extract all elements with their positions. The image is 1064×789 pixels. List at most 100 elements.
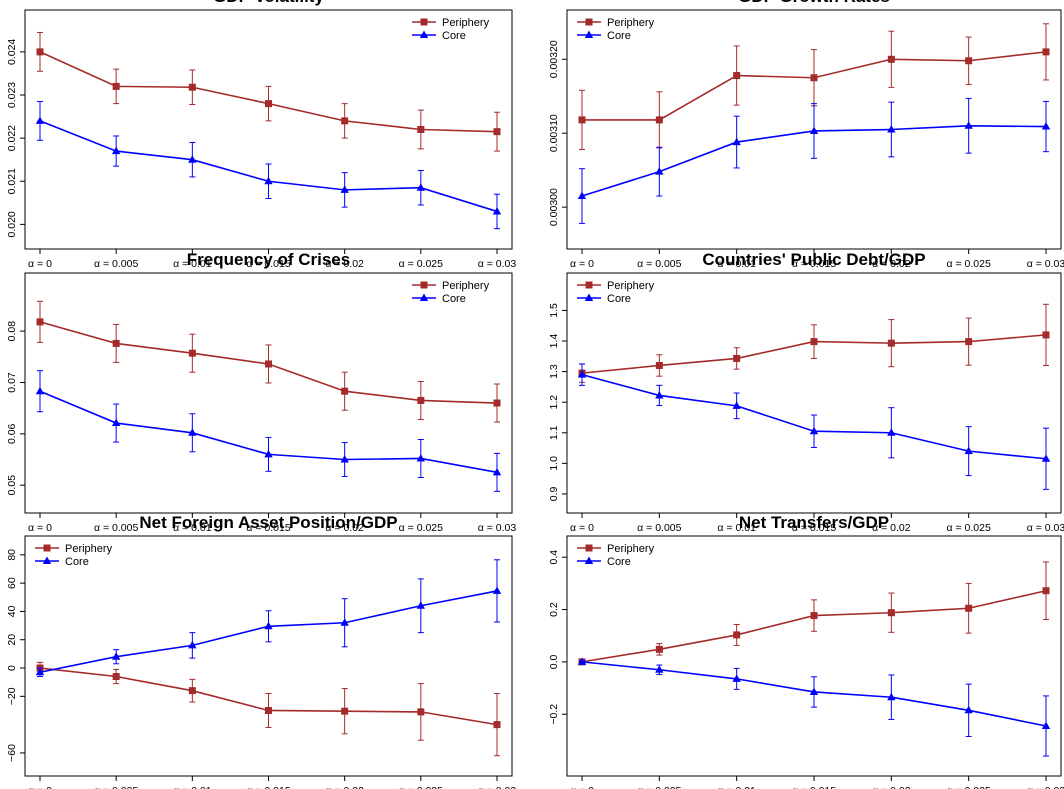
y-tick-label: 1.3 bbox=[548, 364, 560, 379]
data-point-periphery bbox=[1042, 587, 1050, 595]
data-point-core bbox=[111, 146, 121, 155]
chart-title: GDP Volatility bbox=[213, 0, 324, 6]
plot-frame bbox=[24, 272, 513, 514]
data-point-core bbox=[655, 167, 664, 175]
legend-marker bbox=[585, 18, 593, 26]
x-tick-label: α = 0.025 bbox=[399, 522, 443, 534]
y-tick-label: 0.00310 bbox=[548, 114, 560, 152]
y-tick-label: 1.5 bbox=[548, 303, 560, 318]
data-point-core bbox=[964, 121, 973, 129]
data-point-core bbox=[577, 370, 587, 378]
data-point-periphery bbox=[493, 128, 501, 136]
x-tick-label: α = 0.015 bbox=[246, 522, 290, 534]
chart-panel-2: GDP Growth Rates α = 0 α = 0.005 α = 0.01 α … bbox=[548, 0, 1064, 270]
y-tick-label: 0.9 bbox=[548, 486, 560, 501]
data-point-periphery bbox=[810, 74, 818, 82]
data-point-periphery bbox=[417, 396, 425, 404]
data-point-periphery bbox=[493, 721, 501, 729]
x-tick-label: α = 0.03 bbox=[1027, 785, 1064, 789]
legend-label: Periphery bbox=[607, 17, 655, 29]
legend-label: Core bbox=[607, 30, 631, 42]
data-point-core bbox=[1041, 454, 1051, 462]
legend-marker bbox=[42, 556, 52, 564]
x-tick-label: α = 0.025 bbox=[947, 258, 991, 270]
chart-title: Countries' Public Debt/GDP bbox=[702, 250, 925, 269]
data-point-core bbox=[887, 125, 896, 133]
x-tick-label: α = 0 bbox=[570, 785, 594, 789]
data-point-core bbox=[964, 705, 973, 714]
data-point-core bbox=[492, 586, 502, 594]
x-tick-label: α = 0.005 bbox=[94, 785, 138, 789]
data-point-core bbox=[809, 687, 819, 695]
x-tick-label: α = 0 bbox=[570, 258, 594, 270]
y-tick-label: 0.2 bbox=[548, 602, 560, 617]
data-point-core bbox=[416, 601, 426, 609]
data-point-periphery bbox=[112, 339, 120, 347]
y-tick-label: 1.2 bbox=[548, 395, 560, 410]
y-tick-label: 40 bbox=[6, 605, 18, 617]
legend-marker bbox=[585, 544, 593, 552]
legend-marker bbox=[585, 281, 593, 289]
x-tick-label: α = 0.03 bbox=[478, 785, 517, 789]
series-core bbox=[577, 657, 1051, 757]
data-point-periphery bbox=[417, 708, 425, 716]
data-point-core bbox=[416, 183, 426, 191]
data-point-periphery bbox=[965, 604, 973, 612]
data-point-core bbox=[340, 618, 349, 626]
legend-label: Core bbox=[607, 556, 631, 568]
x-tick-label: α = 0.005 bbox=[637, 522, 681, 534]
data-point-periphery bbox=[36, 48, 44, 56]
data-point-periphery bbox=[887, 55, 895, 63]
plot-frame bbox=[566, 272, 1062, 514]
x-tick-label: α = 0.015 bbox=[246, 785, 290, 789]
data-point-core bbox=[655, 390, 664, 399]
data-point-core bbox=[655, 665, 664, 673]
data-point-core bbox=[264, 449, 273, 458]
data-point-core bbox=[264, 621, 273, 630]
data-point-core bbox=[732, 137, 741, 146]
data-point-core bbox=[964, 446, 973, 455]
data-point-periphery bbox=[965, 57, 973, 65]
x-tick-label: α = 0.01 bbox=[717, 522, 756, 534]
legend-label: Core bbox=[607, 293, 631, 305]
data-point-periphery bbox=[1042, 48, 1050, 56]
data-point-periphery bbox=[188, 349, 196, 357]
chart-title: Frequency of Crises bbox=[187, 250, 350, 269]
x-tick-label: α = 0.02 bbox=[872, 785, 911, 789]
chart-panel-3: Frequency of Crises α = 0 α = 0.005 α = 0.0… bbox=[6, 250, 516, 534]
y-tick-label: 0.00300 bbox=[548, 188, 560, 226]
data-point-core bbox=[188, 155, 197, 163]
x-tick-label: α = 0.025 bbox=[399, 785, 443, 789]
series-core bbox=[577, 97, 1051, 224]
data-point-periphery bbox=[733, 354, 741, 362]
data-point-periphery bbox=[265, 100, 272, 108]
y-tick-label: 0.0 bbox=[548, 654, 560, 669]
legend-label: Periphery bbox=[442, 280, 490, 292]
y-tick-label: 0.06 bbox=[6, 423, 18, 444]
legend-marker bbox=[419, 293, 429, 301]
y-tick-label: 0.023 bbox=[6, 82, 18, 108]
x-tick-label: α = 0.015 bbox=[792, 258, 836, 270]
data-point-core bbox=[732, 674, 741, 682]
x-tick-label: α = 0.005 bbox=[94, 258, 138, 270]
data-point-periphery bbox=[655, 116, 663, 124]
data-point-periphery bbox=[887, 339, 895, 347]
series-periphery bbox=[36, 661, 501, 757]
x-tick-label: α = 0.025 bbox=[399, 258, 443, 270]
y-tick-label: 0.08 bbox=[6, 321, 18, 342]
y-tick-label: 1.4 bbox=[548, 334, 560, 349]
chart-title: Net Transfers/GDP bbox=[739, 513, 889, 532]
data-point-core bbox=[188, 640, 197, 649]
data-point-periphery bbox=[112, 673, 120, 681]
legend-marker bbox=[584, 30, 594, 38]
series-periphery bbox=[578, 303, 1050, 383]
y-tick-label: 0.022 bbox=[6, 125, 18, 151]
legend-label: Core bbox=[65, 556, 89, 568]
y-tick-label: 0.020 bbox=[6, 211, 18, 237]
data-point-core bbox=[35, 667, 45, 676]
data-point-periphery bbox=[36, 318, 44, 326]
y-tick-label: 0 bbox=[6, 665, 18, 671]
